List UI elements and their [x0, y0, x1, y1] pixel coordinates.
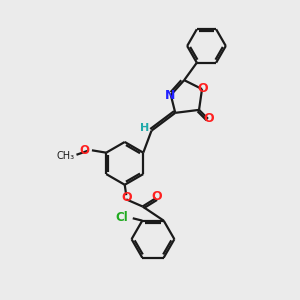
Text: CH₃: CH₃	[57, 151, 75, 161]
Text: O: O	[80, 143, 90, 157]
Text: O: O	[203, 112, 214, 125]
Text: Cl: Cl	[116, 211, 129, 224]
Text: O: O	[121, 191, 132, 204]
Text: O: O	[152, 190, 162, 203]
Text: H: H	[140, 123, 150, 133]
Text: N: N	[165, 88, 175, 101]
Text: O: O	[197, 82, 208, 95]
